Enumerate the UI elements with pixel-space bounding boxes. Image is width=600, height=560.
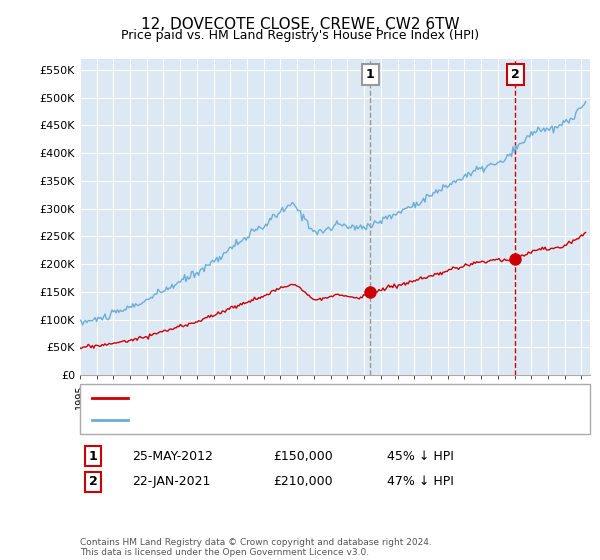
Text: 47% ↓ HPI: 47% ↓ HPI [387,475,454,488]
Text: Contains HM Land Registry data © Crown copyright and database right 2024.
This d: Contains HM Land Registry data © Crown c… [80,538,431,557]
Text: 45% ↓ HPI: 45% ↓ HPI [387,450,454,463]
Text: Price paid vs. HM Land Registry's House Price Index (HPI): Price paid vs. HM Land Registry's House … [121,29,479,42]
Text: £150,000: £150,000 [273,450,333,463]
Text: 1: 1 [366,68,375,81]
Text: 22-JAN-2021: 22-JAN-2021 [132,475,211,488]
Text: 1: 1 [89,450,97,463]
Text: 2: 2 [89,475,97,488]
Text: 25-MAY-2012: 25-MAY-2012 [132,450,213,463]
Text: 2: 2 [511,68,520,81]
Text: HPI: Average price, detached house, Cheshire East: HPI: Average price, detached house, Ches… [134,415,416,425]
Text: 12, DOVECOTE CLOSE, CREWE, CW2 6TW (detached house): 12, DOVECOTE CLOSE, CREWE, CW2 6TW (deta… [134,393,467,403]
Text: 12, DOVECOTE CLOSE, CREWE, CW2 6TW: 12, DOVECOTE CLOSE, CREWE, CW2 6TW [140,17,460,32]
Text: £210,000: £210,000 [273,475,332,488]
